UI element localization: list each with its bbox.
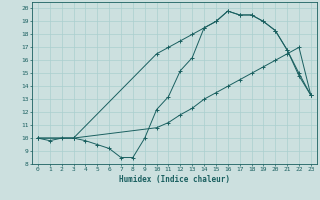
X-axis label: Humidex (Indice chaleur): Humidex (Indice chaleur) (119, 175, 230, 184)
